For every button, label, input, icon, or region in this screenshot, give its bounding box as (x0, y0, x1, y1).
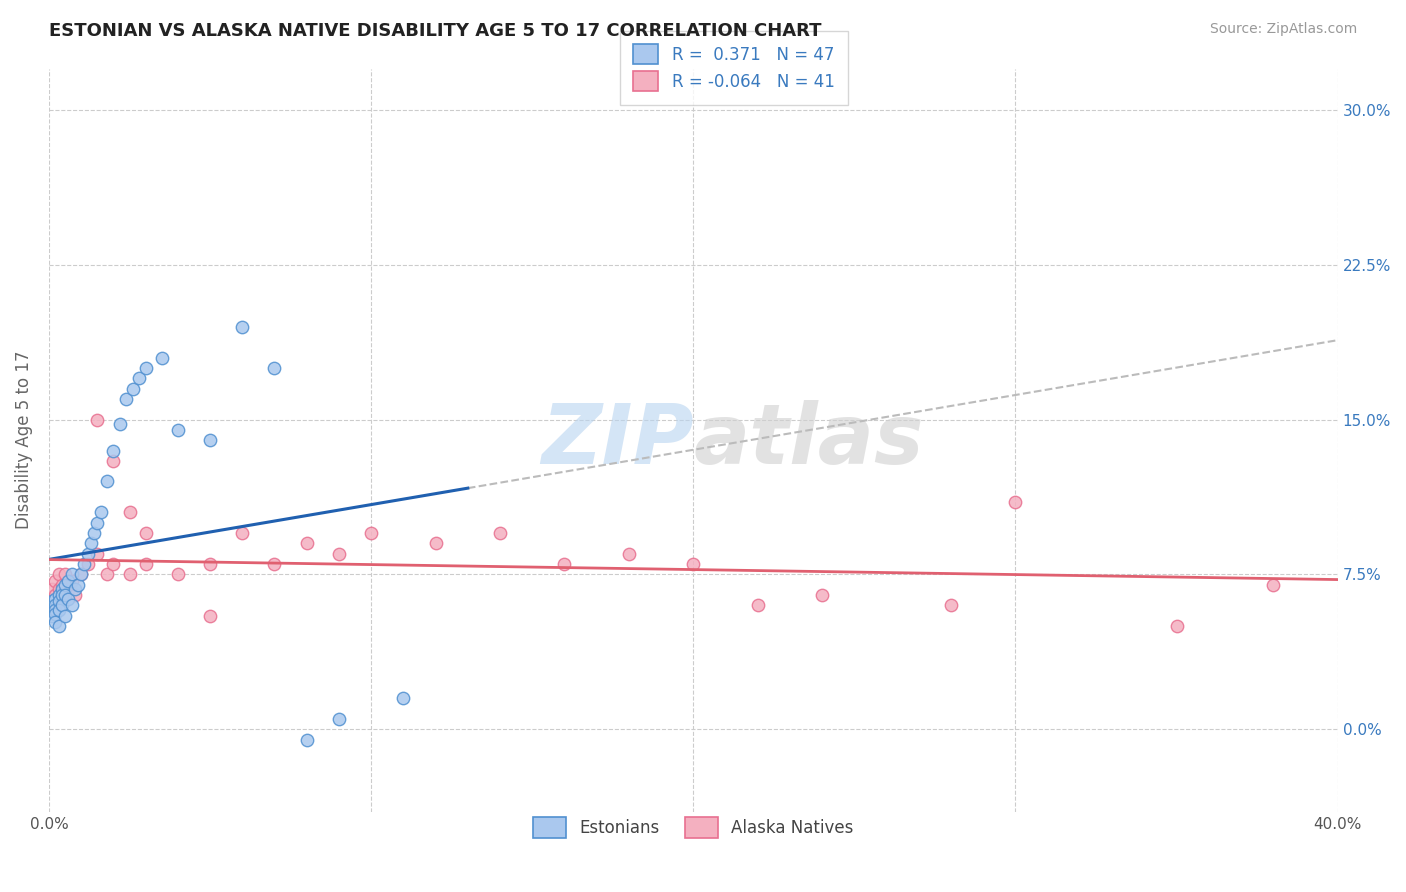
Point (53, 588, 76, 602)
Point (48, 619, 70, 633)
Point (103, 454, 125, 468)
Point (53, 608, 76, 623)
Point (53, 567, 76, 582)
Point (103, 443, 125, 458)
Point (86, 516, 108, 530)
Point (44, 588, 66, 602)
Point (1004, 495, 1026, 509)
Point (41, 582, 63, 596)
Point (166, 423, 188, 437)
Point (121, 382, 143, 396)
Point (489, 526, 512, 541)
Point (51, 582, 73, 596)
Point (63, 588, 86, 602)
Point (41, 599, 63, 613)
Point (48, 567, 70, 582)
Text: ZIP: ZIP (541, 400, 693, 481)
Text: atlas: atlas (693, 400, 924, 481)
Text: Source: ZipAtlas.com: Source: ZipAtlas.com (1209, 22, 1357, 37)
Point (198, 433, 221, 447)
Point (76, 557, 98, 571)
Point (96, 567, 118, 582)
Point (150, 351, 173, 365)
Point (66, 578, 89, 592)
Point (747, 599, 769, 613)
Point (166, 567, 188, 582)
Point (135, 526, 157, 541)
Point (89, 506, 111, 520)
Point (53, 578, 76, 592)
Point (60, 574, 83, 588)
Point (83, 526, 105, 541)
Point (44, 602, 66, 616)
Point (128, 371, 150, 385)
Point (1166, 619, 1188, 633)
Point (70, 567, 93, 582)
Point (682, 557, 704, 571)
Point (44, 615, 66, 629)
Point (425, 536, 447, 550)
Point (60, 567, 83, 582)
Point (76, 547, 98, 561)
Point (48, 594, 70, 608)
Text: ESTONIAN VS ALASKA NATIVE DISABILITY AGE 5 TO 17 CORRELATION CHART: ESTONIAN VS ALASKA NATIVE DISABILITY AGE… (49, 22, 821, 40)
Point (553, 557, 575, 571)
Point (295, 732, 318, 747)
Point (392, 691, 415, 706)
Point (51, 578, 73, 592)
Point (41, 602, 63, 616)
Y-axis label: Disability Age 5 to 17: Disability Age 5 to 17 (15, 351, 32, 530)
Point (58, 582, 80, 596)
Point (51, 588, 73, 602)
Point (328, 712, 350, 726)
Point (617, 547, 640, 561)
Point (115, 392, 138, 406)
Point (135, 557, 157, 571)
Point (70, 567, 93, 582)
Point (41, 594, 63, 608)
Point (231, 319, 253, 334)
Point (41, 608, 63, 623)
Point (48, 602, 70, 616)
Point (48, 582, 70, 596)
Point (198, 608, 221, 623)
Point (939, 599, 962, 613)
Point (86, 412, 108, 426)
Point (48, 588, 70, 602)
Point (44, 592, 66, 607)
Point (118, 567, 141, 582)
Point (86, 547, 108, 561)
Point (41, 599, 63, 613)
Point (58, 574, 80, 588)
Point (44, 599, 66, 613)
Point (60, 599, 83, 613)
Point (328, 547, 350, 561)
Point (295, 536, 318, 550)
Point (44, 607, 66, 621)
Point (263, 557, 285, 571)
Point (231, 526, 253, 541)
Point (1263, 578, 1285, 592)
Point (198, 557, 221, 571)
Point (360, 526, 382, 541)
Point (80, 536, 103, 550)
Point (96, 475, 118, 489)
Point (263, 360, 285, 375)
Point (108, 417, 131, 431)
Point (118, 506, 141, 520)
Point (135, 360, 157, 375)
Point (58, 592, 80, 607)
Legend: Estonians, Alaska Natives: Estonians, Alaska Natives (526, 811, 860, 845)
Point (73, 557, 96, 571)
Point (63, 582, 86, 596)
Point (811, 588, 834, 602)
Point (44, 574, 66, 588)
Point (103, 557, 125, 571)
Point (51, 599, 73, 613)
